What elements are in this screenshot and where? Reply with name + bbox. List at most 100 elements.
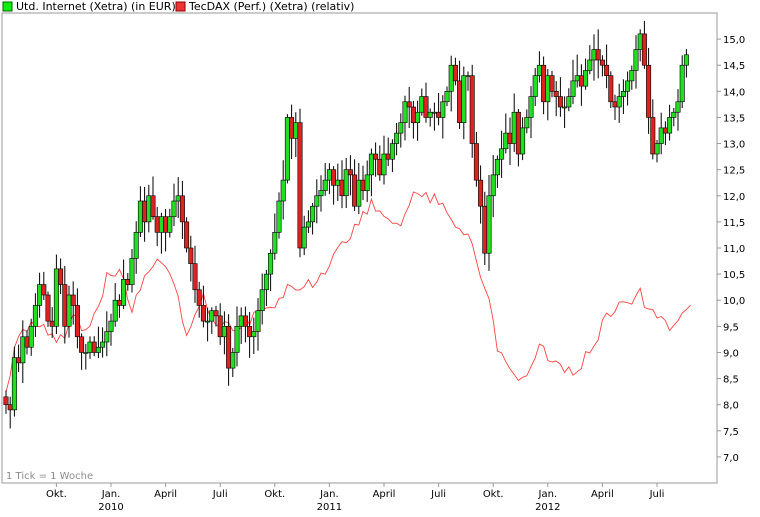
candle: [528, 86, 534, 139]
y-tick-label: 10,0: [723, 296, 745, 307]
candle: [74, 288, 80, 349]
candle: [129, 249, 135, 293]
candle: [646, 47, 652, 134]
candle: [83, 344, 89, 370]
y-tick-label: 10,5: [723, 270, 745, 281]
x-axis: Okt. Jan. 2010 April Juli Okt. Jan. 2011 April Ju…: [46, 483, 664, 513]
candle: [461, 66, 467, 140]
candle: [310, 203, 316, 235]
candle: [356, 162, 362, 215]
y-tick-label: 7,0: [723, 453, 739, 464]
candle: [318, 175, 324, 212]
legend-swatch-tecdax: [175, 1, 186, 12]
candle: [620, 79, 626, 114]
candle: [32, 293, 38, 337]
candle: [121, 259, 127, 310]
candle: [171, 183, 177, 227]
candle: [226, 314, 232, 386]
x-tick-label: April: [591, 489, 614, 500]
candle: [251, 317, 257, 354]
candle: [11, 346, 17, 417]
candle: [486, 175, 492, 271]
candle: [499, 130, 505, 178]
x-tick-label: April: [373, 489, 396, 500]
candle: [108, 313, 114, 346]
candle: [641, 20, 647, 69]
candle: [389, 139, 395, 173]
candle: [297, 108, 303, 258]
candle: [20, 320, 26, 384]
candle: [494, 155, 500, 188]
candle: [188, 235, 194, 282]
candle: [305, 210, 311, 234]
candle: [373, 142, 379, 177]
y-tick-label: 11,0: [723, 244, 745, 255]
candle: [679, 55, 685, 109]
tick-footnote: 1 Tick = 1 Woche: [6, 471, 93, 482]
candle: [633, 35, 639, 89]
legend-label-tecdax: TecDAX (Perf.) (Xetra) (relativ): [188, 0, 354, 13]
x-year-label: 2011: [317, 502, 342, 513]
candle: [263, 269, 269, 306]
candle: [553, 81, 559, 117]
candle: [520, 117, 526, 161]
candle: [213, 305, 219, 327]
y-axis: 7,0 7,5 8,0 8,5 9,0 9,5 10,0 10,5 11,0 11,5 12,0 12…: [717, 35, 745, 464]
candle: [322, 163, 328, 196]
x-tick-label: Jan.: [538, 489, 558, 500]
candle: [45, 291, 51, 327]
candle: [167, 208, 173, 238]
x-tick-label: April: [154, 489, 177, 500]
candle: [587, 45, 593, 75]
candlestick-series: [3, 20, 689, 429]
x-tick-label: Juli: [212, 489, 228, 500]
candle: [133, 221, 139, 274]
candle: [79, 333, 85, 370]
y-tick-label: 13,5: [723, 113, 745, 124]
y-tick-label: 9,5: [723, 322, 739, 333]
candle: [473, 132, 479, 187]
candle: [192, 245, 198, 303]
candle: [650, 99, 656, 160]
candle: [314, 179, 320, 224]
candle: [100, 327, 106, 358]
candle: [608, 71, 614, 109]
candle: [179, 180, 185, 239]
candle: [675, 89, 681, 131]
candle: [255, 298, 261, 351]
candle: [402, 95, 408, 141]
candle: [205, 307, 211, 342]
candle: [70, 281, 76, 325]
candle: [381, 135, 387, 185]
candle: [562, 96, 568, 128]
candle: [234, 306, 240, 367]
candle: [200, 285, 206, 328]
candle: [196, 281, 202, 318]
candle: [66, 285, 72, 338]
y-tick-label: 9,0: [723, 348, 739, 359]
candle: [427, 108, 433, 127]
x-tick-label: Juli: [430, 489, 446, 500]
candle: [184, 217, 190, 253]
x-tick-label: Jan.: [319, 489, 339, 500]
candle: [595, 29, 601, 79]
candle: [566, 88, 572, 112]
candle: [469, 64, 475, 158]
candle: [28, 318, 34, 356]
y-tick-label: 14,5: [723, 61, 745, 72]
x-tick-label: Juli: [649, 489, 665, 500]
candle: [583, 58, 589, 90]
x-year-label: 2010: [98, 502, 123, 513]
candle: [616, 83, 622, 123]
y-tick-label: 7,5: [723, 427, 739, 438]
candle: [629, 65, 635, 90]
candle: [683, 48, 689, 78]
candle: [284, 114, 290, 184]
y-tick-label: 12,0: [723, 192, 745, 203]
candle: [423, 82, 429, 123]
candle: [394, 123, 400, 156]
candle: [625, 71, 631, 106]
y-tick-label: 11,5: [723, 218, 745, 229]
candle: [343, 157, 349, 209]
x-tick-label: Okt.: [264, 489, 285, 500]
